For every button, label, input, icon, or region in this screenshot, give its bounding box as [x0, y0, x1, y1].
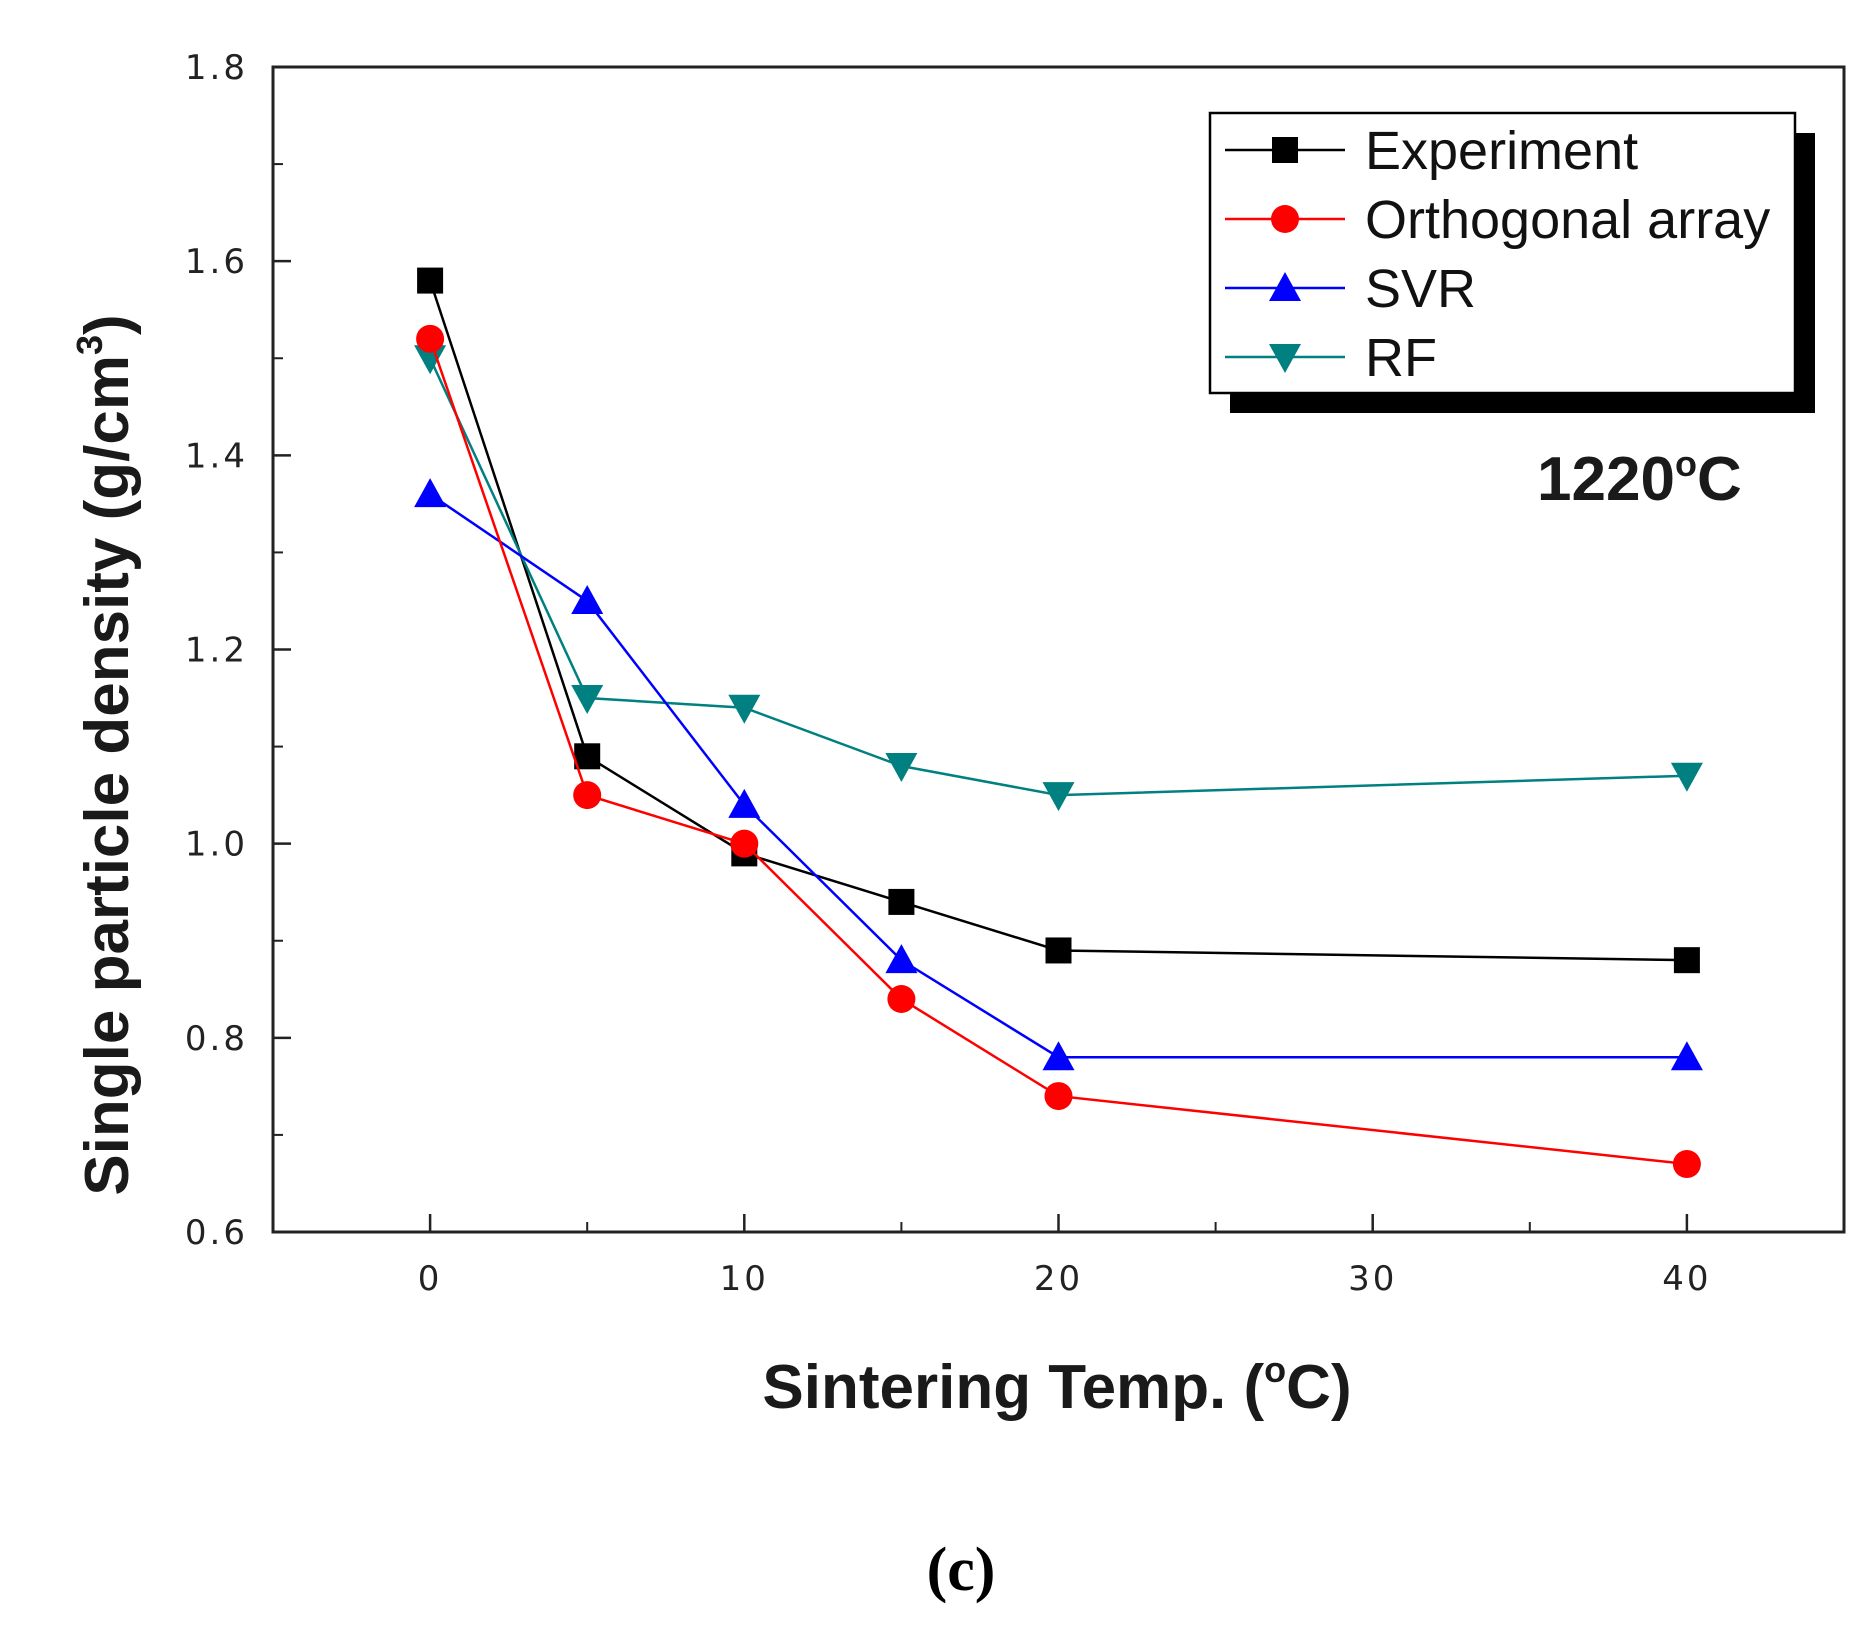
y-tick-label: 1.6: [185, 242, 248, 282]
data-point-orthogonal-array: [1044, 1082, 1073, 1111]
series-svr: [414, 478, 1703, 1071]
data-point-rf: [885, 753, 918, 782]
data-point-rf: [1042, 782, 1075, 812]
data-point-svr: [885, 944, 918, 974]
data-point-experiment: [417, 267, 444, 294]
series-line-rf: [428, 357, 1687, 797]
data-point-svr: [728, 788, 761, 818]
series-line-experiment: [428, 280, 1687, 962]
series-rf: [414, 345, 1703, 812]
data-point-svr: [571, 584, 604, 614]
series-line-svr: [429, 493, 1687, 1059]
y-tick-label: 0.8: [185, 1019, 248, 1059]
legend-label-svr: SVR: [1365, 259, 1476, 319]
y-tick-label: 1.4: [185, 436, 248, 476]
legend-marker-orthogonal-array: [1271, 205, 1299, 233]
x-axis-title: Sintering Temp. (oC): [762, 1349, 1351, 1422]
legend-label-rf: RF: [1365, 328, 1437, 388]
data-point-experiment: [888, 888, 915, 915]
series-orthogonal-array: [416, 324, 1701, 1179]
data-point-rf: [728, 694, 761, 724]
data-point-rf: [414, 345, 447, 375]
x-tick-label: 20: [1034, 1259, 1083, 1299]
axes: 0 10 20 30 40 0.6 0.8 1.0 1.2 1.4 1.6 1.8: [185, 48, 1846, 1299]
data-point-rf: [571, 685, 604, 715]
data-point-svr: [1042, 1041, 1075, 1071]
data-point-rf: [1670, 762, 1703, 792]
y-axis-title: Single particle density (g/cm3): [69, 314, 142, 1195]
legend-marker-svr: [1269, 272, 1301, 301]
legend-label-orthogonal-array: Orthogonal array: [1365, 190, 1770, 250]
legend-marker-experiment: [1272, 137, 1298, 163]
x-tick-label: 10: [720, 1259, 769, 1299]
figure-caption: (c): [927, 1536, 996, 1604]
x-tick-label: 40: [1662, 1259, 1711, 1299]
y-tick-label: 1.2: [185, 631, 248, 671]
x-tick-label: 0: [418, 1259, 443, 1299]
data-point-orthogonal-array: [887, 985, 916, 1013]
data-point-orthogonal-array: [730, 829, 759, 858]
y-tick-label: 1.0: [185, 825, 248, 865]
y-tick-label: 1.8: [185, 48, 248, 88]
temperature-annotation: 1220oC: [1537, 443, 1742, 514]
data-point-experiment: [574, 743, 601, 770]
legend-label-experiment: Experiment: [1365, 121, 1638, 181]
data-point-orthogonal-array: [416, 324, 445, 353]
y-tick-label: 0.6: [185, 1213, 248, 1253]
legend-box: [1208, 111, 1797, 395]
data-point-experiment: [1045, 937, 1072, 964]
series-line-orthogonal-array: [428, 338, 1688, 1166]
series-layer: [414, 267, 1703, 1179]
data-point-experiment: [1673, 947, 1700, 974]
data-point-svr: [414, 478, 447, 508]
data-point-svr: [1670, 1041, 1703, 1071]
data-point-orthogonal-array: [573, 781, 602, 810]
x-tick-label: 30: [1348, 1259, 1397, 1299]
data-point-orthogonal-array: [1672, 1150, 1701, 1179]
legend-marker-rf: [1269, 344, 1301, 373]
legend: Experiment Orthogonal array SVR RF: [1208, 111, 1815, 413]
